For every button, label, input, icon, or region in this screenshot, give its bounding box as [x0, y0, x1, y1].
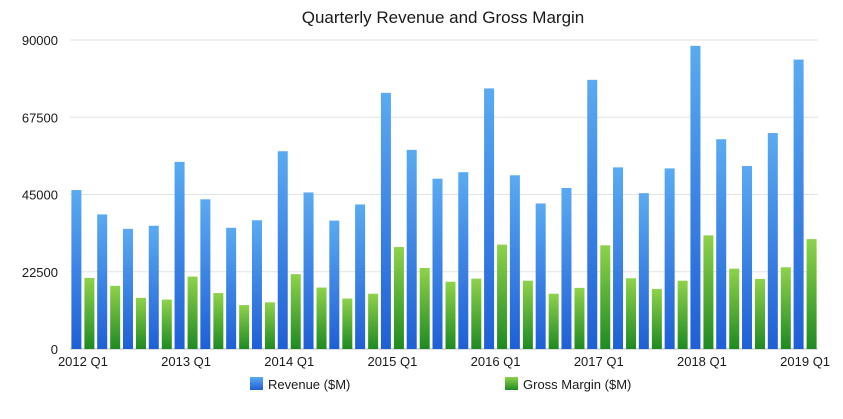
- revenue-bar: [638, 193, 649, 349]
- gross-margin-bar: [239, 305, 250, 349]
- revenue-bar: [303, 192, 314, 349]
- gross-margin-bar: [368, 293, 379, 349]
- gross-margin-bar: [110, 285, 121, 349]
- revenue-bar: [226, 227, 237, 349]
- gross-margin-bar: [316, 287, 327, 349]
- revenue-bar: [509, 175, 520, 349]
- x-tick-label: 2012 Q1: [58, 354, 108, 369]
- revenue-bar: [767, 133, 778, 349]
- revenue-bar: [200, 199, 211, 349]
- gross-margin-bar: [522, 280, 533, 349]
- gross-margin-bar: [393, 247, 404, 349]
- revenue-bar: [458, 172, 469, 349]
- gross-margin-bar: [755, 278, 766, 349]
- revenue-bar: [406, 149, 417, 349]
- chart-title: Quarterly Revenue and Gross Margin: [302, 8, 585, 27]
- gross-margin-bar: [497, 244, 508, 349]
- y-tick-label: 90000: [22, 33, 58, 48]
- x-tick-label: 2016 Q1: [471, 354, 521, 369]
- gross-margin-bar: [548, 293, 559, 349]
- revenue-bar: [432, 178, 443, 349]
- revenue-bar: [716, 139, 727, 349]
- legend: Revenue ($M) Gross Margin ($M): [250, 377, 631, 392]
- x-axis-ticks: 2012 Q1 2013 Q1 2014 Q1 2015 Q1 2016 Q1 2017 …: [58, 354, 830, 369]
- gross-margin-bar: [342, 298, 353, 349]
- gross-margin-bar: [703, 235, 714, 349]
- revenue-bar: [690, 45, 701, 349]
- y-tick-label: 22500: [22, 265, 58, 280]
- x-tick-label: 2019 Q1: [780, 354, 830, 369]
- revenue-bar: [277, 151, 288, 349]
- gross-margin-bar: [626, 278, 637, 349]
- revenue-bar: [71, 190, 82, 349]
- gross-margin-bar: [729, 268, 740, 349]
- revenue-bar: [380, 92, 391, 349]
- revenue-bar: [587, 79, 598, 350]
- revenue-bar: [174, 161, 185, 349]
- gross-margin-bar: [213, 293, 224, 349]
- gross-margin-bar: [84, 277, 95, 349]
- gross-margin-bar: [677, 280, 688, 349]
- revenue-bar: [561, 187, 572, 349]
- revenue-bar: [664, 168, 675, 349]
- legend-label-gross-margin: Gross Margin ($M): [523, 377, 631, 392]
- gross-margin-bar: [187, 276, 198, 349]
- revenue-bar: [122, 228, 133, 349]
- y-tick-label: 67500: [22, 110, 58, 125]
- gross-margin-bar: [780, 267, 791, 349]
- revenue-bar: [97, 214, 108, 349]
- bars: [71, 45, 817, 350]
- revenue-bar: [793, 59, 804, 349]
- revenue-bar: [613, 167, 624, 349]
- y-tick-label: 0: [51, 342, 58, 357]
- gross-margin-bar: [600, 245, 611, 349]
- legend-swatch-revenue: [250, 377, 263, 390]
- x-tick-label: 2015 Q1: [367, 354, 417, 369]
- gross-margin-bar: [574, 287, 585, 349]
- revenue-bar: [535, 203, 546, 349]
- x-tick-label: 2014 Q1: [264, 354, 314, 369]
- legend-label-revenue: Revenue ($M): [268, 377, 350, 392]
- gross-margin-bar: [135, 297, 146, 349]
- gross-margin-bar: [445, 281, 456, 349]
- x-tick-label: 2013 Q1: [161, 354, 211, 369]
- revenue-bar: [355, 204, 366, 349]
- revenue-bar: [484, 88, 495, 349]
- gross-margin-bar: [471, 278, 482, 349]
- gross-margin-bar: [806, 239, 817, 349]
- gross-margin-bar: [419, 267, 430, 349]
- revenue-bar: [329, 220, 340, 349]
- x-tick-label: 2017 Q1: [574, 354, 624, 369]
- x-tick-label: 2018 Q1: [677, 354, 727, 369]
- y-tick-label: 45000: [22, 188, 58, 203]
- gross-margin-bar: [264, 302, 275, 349]
- revenue-bar: [251, 220, 262, 349]
- gross-margin-bar: [651, 288, 662, 349]
- revenue-bar: [742, 166, 753, 349]
- revenue-bar: [148, 225, 159, 349]
- gross-margin-bar: [161, 299, 172, 349]
- gross-margin-bar: [290, 274, 301, 349]
- y-axis-ticks: 0 22500 45000 67500 90000: [22, 33, 58, 357]
- legend-swatch-gross-margin: [505, 377, 518, 390]
